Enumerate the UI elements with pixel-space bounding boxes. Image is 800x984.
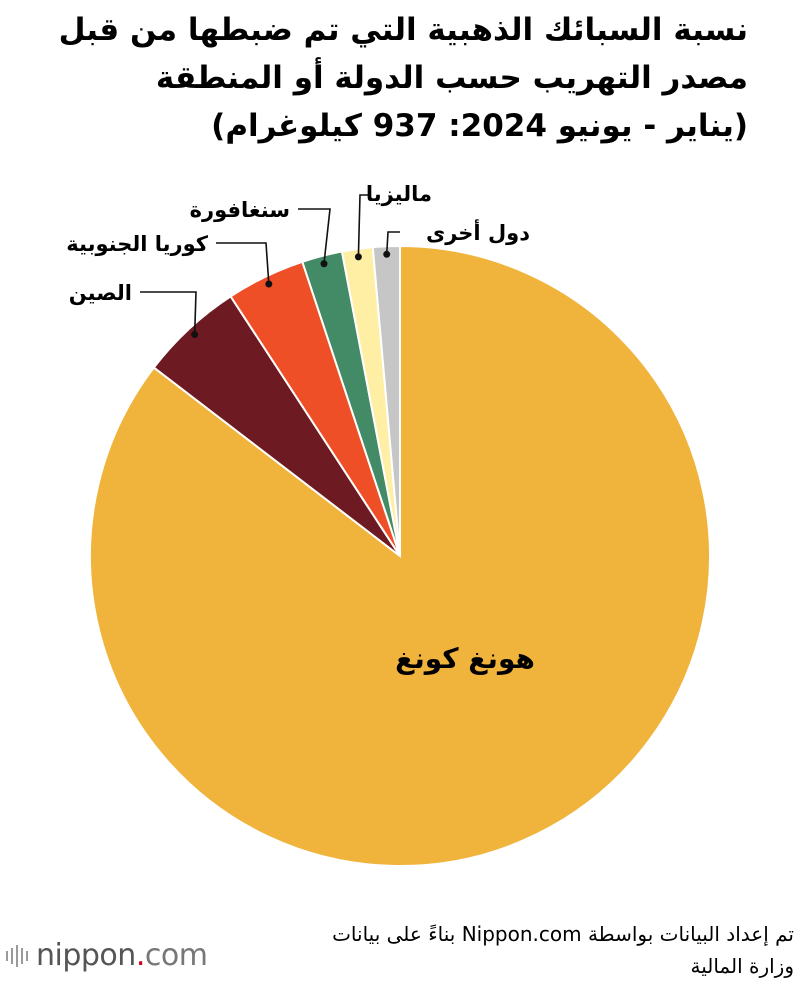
title-line-2: مصدر التهريب حسب الدولة أو المنطقة <box>155 60 748 96</box>
label-other: دول أخرى <box>426 218 530 245</box>
leader-lines <box>140 194 400 339</box>
title-line-1: نسبة السبائك الذهبية التي تم ضبطها من قب… <box>58 12 748 48</box>
slice-other <box>371 244 401 557</box>
chart-title: نسبة السبائك الذهبية التي تم ضبطها من قب… <box>48 6 748 150</box>
title-line-3: (يناير - يونيو 2024: 937 كيلوغرام) <box>211 108 748 144</box>
label-china: الصين <box>69 281 132 305</box>
label-hong-kong: هونغ كونغ <box>395 642 535 675</box>
label-singapore: سنغافورة <box>190 198 290 222</box>
leader-line-south-korea <box>216 242 270 285</box>
slice-labels: هونغ كونغ الصين كوريا الجنوبية سنغافورة مالي… <box>66 182 535 675</box>
leader-line-other <box>385 231 400 255</box>
leader-line-malaysia <box>357 194 368 257</box>
logo-dot: . <box>135 938 146 973</box>
leader-line-china <box>140 291 197 335</box>
source-line-1: تم إعداد البيانات بواسطة Nippon.com بناء… <box>332 922 794 946</box>
logo-bars-icon <box>6 944 28 967</box>
logo-suffix: com <box>144 938 208 973</box>
logo-name: nippon <box>36 938 136 973</box>
source-line-2: وزارة المالية <box>690 954 794 978</box>
pie-slices <box>89 244 711 867</box>
pie-chart: هونغ كونغ الصين كوريا الجنوبية سنغافورة مالي… <box>66 182 711 867</box>
nippon-logo: nippon.com <box>6 938 208 973</box>
label-malaysia: ماليزيا <box>366 182 432 206</box>
leader-line-singapore <box>298 208 331 264</box>
source-note: تم إعداد البيانات بواسطة Nippon.com بناء… <box>234 918 794 982</box>
label-south-korea: كوريا الجنوبية <box>66 232 208 256</box>
